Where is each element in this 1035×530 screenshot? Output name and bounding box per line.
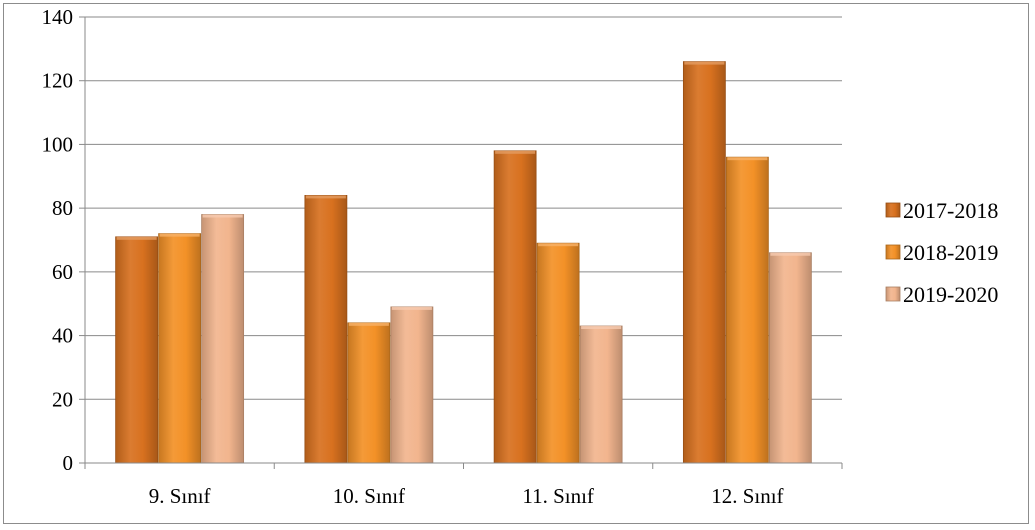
bar-top-highlight	[538, 243, 579, 247]
y-tick-label: 120	[42, 69, 74, 93]
y-tick-label: 80	[52, 196, 73, 220]
bar-2018-2019-12. Sınıf	[725, 156, 769, 464]
y-tick-label: 140	[42, 5, 74, 29]
y-tick-label: 100	[42, 132, 74, 156]
bar-2019-2020-11. Sınıf	[579, 325, 623, 464]
legend-swatch	[885, 202, 901, 218]
legend: 2017-2018 2018-2019 2019-2020	[885, 198, 998, 307]
bar-2017-2018-11. Sınıf	[493, 150, 537, 464]
bar-top-highlight	[391, 306, 432, 310]
bar-2018-2019-9. Sınıf	[158, 233, 202, 464]
bar-top-highlight	[159, 233, 200, 237]
y-tick-label: 0	[63, 451, 74, 475]
legend-label: 2017-2018	[903, 198, 998, 223]
bar-top-highlight	[305, 195, 346, 199]
x-tick-label: 10. Sınıf	[333, 484, 405, 508]
x-tick-label: 11. Sınıf	[522, 484, 594, 508]
x-tick-label: 12. Sınıf	[711, 484, 783, 508]
bar-2018-2019-11. Sınıf	[536, 242, 580, 464]
bar-top-highlight	[116, 236, 157, 240]
bar-2017-2018-12. Sınıf	[682, 61, 726, 464]
bar-2017-2018-9. Sınıf	[115, 236, 159, 464]
y-tick-label: 60	[52, 260, 73, 284]
legend-label: 2018-2019	[903, 240, 998, 265]
bar-top-highlight	[202, 214, 243, 218]
bar-top-highlight	[581, 326, 622, 330]
bar-2019-2020-12. Sınıf	[768, 252, 812, 464]
bar-top-highlight	[770, 252, 811, 256]
bar-2019-2020-10. Sınıf	[390, 306, 434, 464]
bar-2019-2020-9. Sınıf	[201, 214, 245, 464]
bar-top-highlight	[348, 322, 389, 326]
legend-label: 2019-2020	[903, 282, 998, 307]
y-tick-label: 40	[52, 324, 73, 348]
bar-2017-2018-10. Sınıf	[304, 194, 348, 464]
legend-swatch	[885, 286, 901, 302]
bar-top-highlight	[495, 150, 536, 154]
x-tick-label: 9. Sınıf	[149, 484, 211, 508]
y-tick-label: 20	[52, 387, 73, 411]
bars	[115, 61, 812, 464]
bar-top-highlight	[684, 61, 725, 65]
y-axis: 0 20 40 60 80 100 120 140	[42, 5, 86, 475]
legend-swatch	[885, 244, 901, 260]
bar-top-highlight	[727, 157, 768, 161]
bar-2018-2019-10. Sınıf	[347, 322, 391, 464]
x-axis: 9. Sınıf 10. Sınıf 11. Sınıf 12. Sınıf	[84, 462, 843, 508]
